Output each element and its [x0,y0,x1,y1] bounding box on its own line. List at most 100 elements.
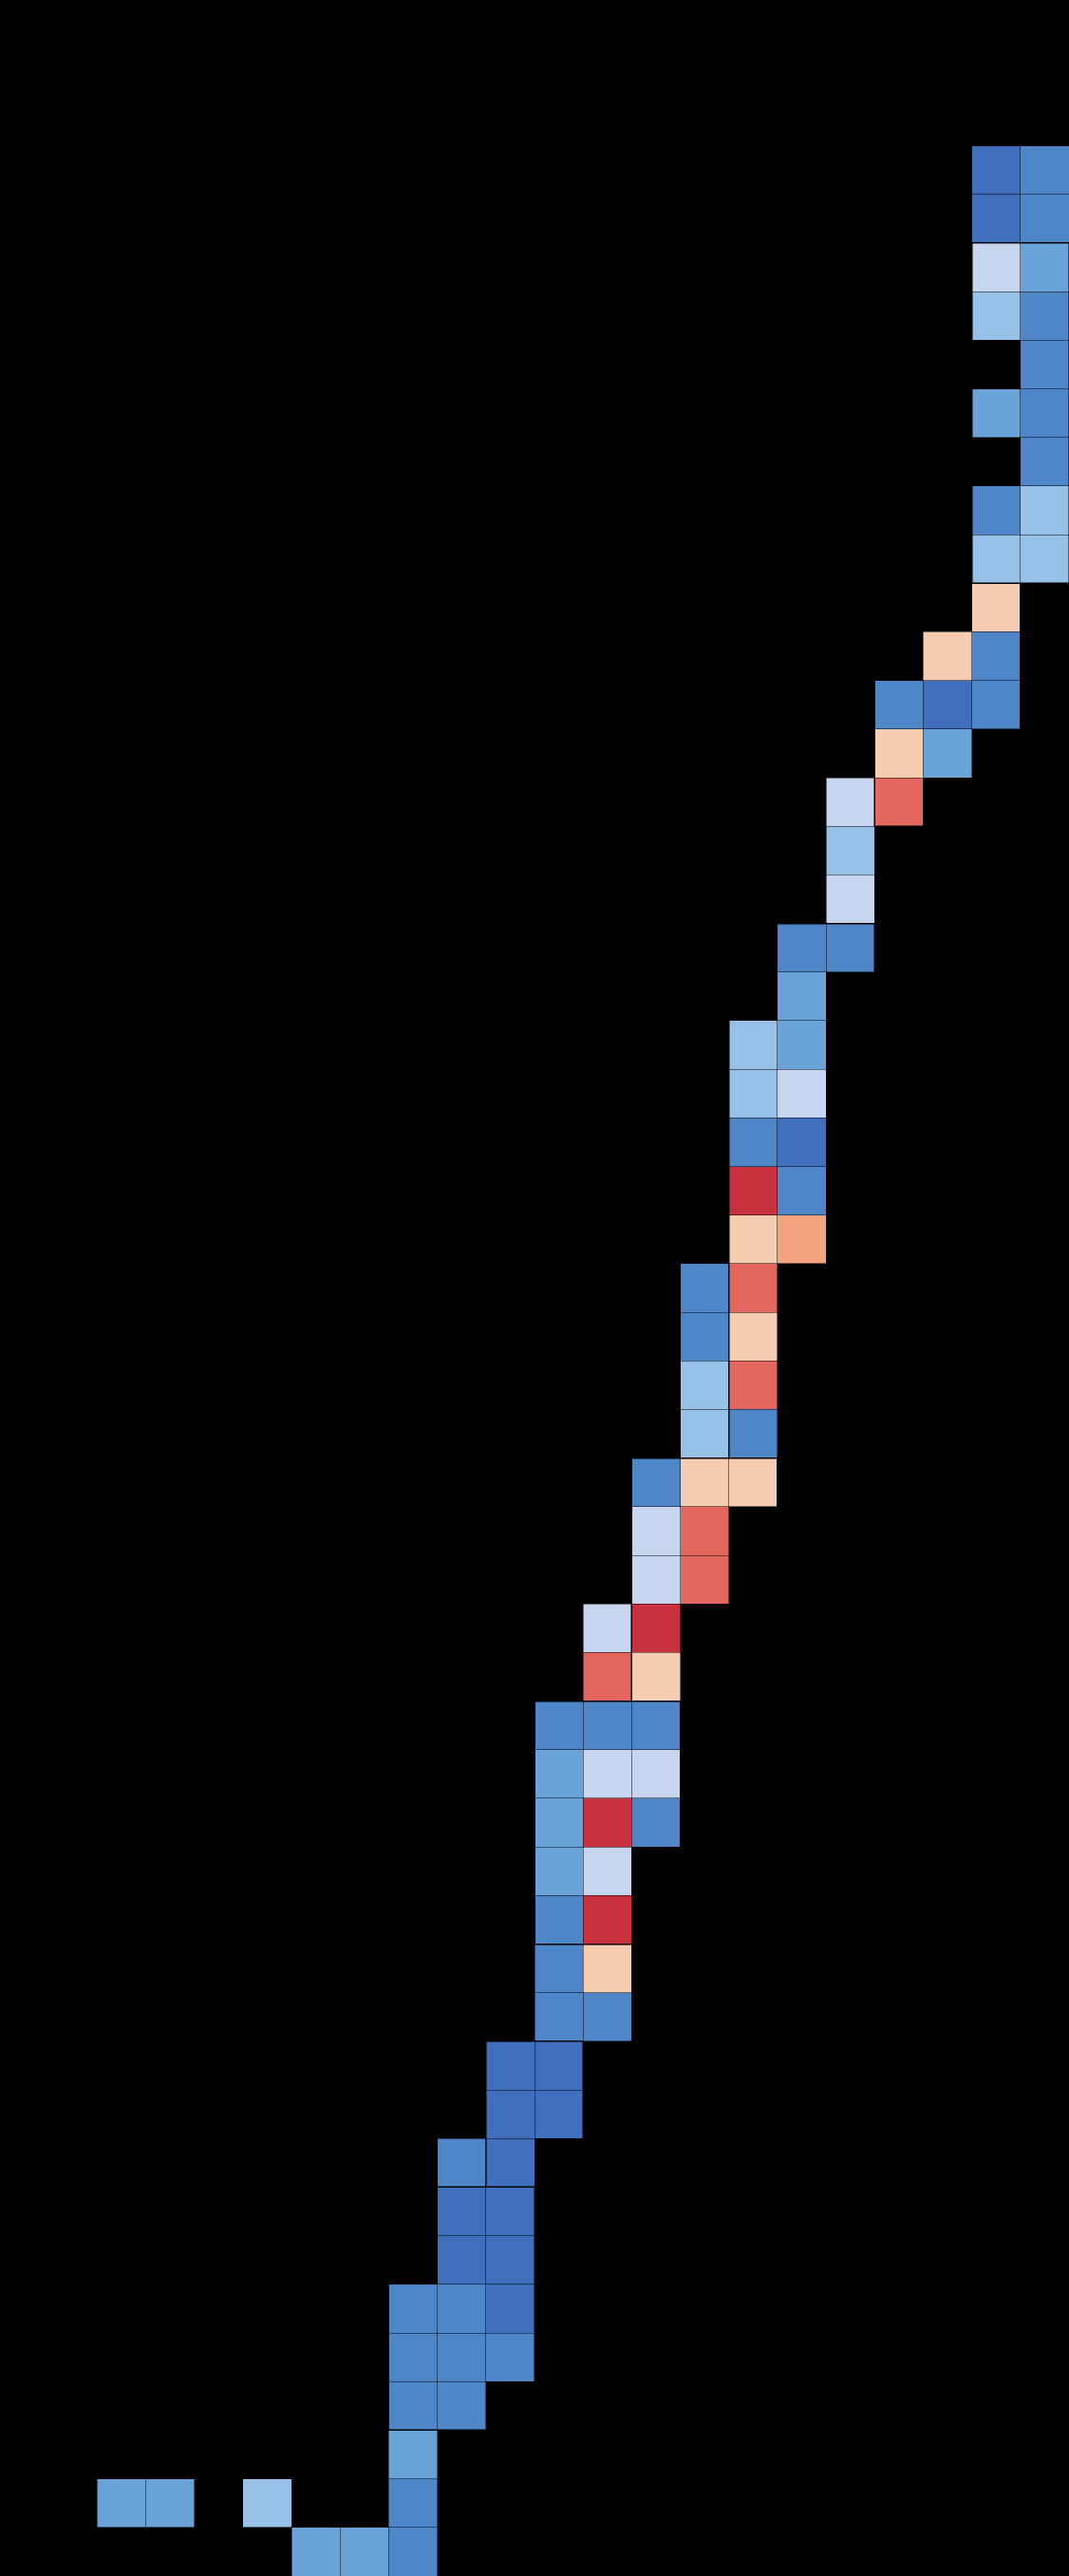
map-tile [971,680,1022,730]
map-tile [534,2040,584,2091]
map-tile [1020,242,1069,292]
map-tile [680,1263,729,1313]
map-tile [388,2478,438,2529]
map-tile [777,1214,827,1265]
map-tile [728,1020,778,1070]
map-tile [825,874,875,924]
tiles-layer [97,145,1069,2576]
map-tile [582,1992,632,2042]
map-tile [1020,485,1069,536]
map-tile [631,1554,681,1605]
map-tile [874,728,924,779]
map-tile [534,1846,584,1896]
map-tile [1020,194,1069,244]
map-tile [388,2332,438,2382]
map-tile [728,1409,778,1458]
map-tile [1020,437,1069,487]
map-tile [680,1554,729,1605]
map-tile [582,1944,632,1993]
map-tile [923,680,972,730]
map-tile [534,1701,584,1751]
map-tile [485,2138,535,2188]
map-tile [1020,534,1069,584]
map-tile [728,1214,778,1265]
map-tile [582,1749,632,1799]
map-tile [97,2478,146,2529]
map-tile [534,1749,584,1799]
map-tile [971,631,1022,681]
map-tile [680,1409,729,1458]
map-tile [485,2040,535,2091]
map-tile [1020,340,1069,389]
map-tile [485,2235,535,2285]
map-tile [728,1311,778,1362]
map-tile [777,1118,827,1167]
map-tile [777,1020,827,1070]
map-tile [631,1457,681,1508]
map-tile [971,194,1022,244]
map-tile [485,2187,535,2236]
map-tile [437,2284,487,2334]
map-tile [437,2381,487,2431]
map-tile [971,291,1022,341]
map-tile [728,1166,778,1215]
map-tile [582,1701,632,1751]
map-tile [777,1068,827,1119]
region-boundary [630,1457,778,1702]
region-boundary [873,582,1022,827]
map-tile [242,2478,292,2529]
map-tile [777,1166,827,1215]
map-tile [1020,291,1069,341]
map-tile [388,2527,438,2576]
map-tile [631,1749,681,1799]
region-boundary [387,2186,535,2432]
map-tile [534,1797,584,1848]
map-tile [680,1361,729,1410]
map-tile [631,1701,681,1751]
map-tile [680,1311,729,1362]
map-tile [971,583,1022,632]
map-tile [728,1118,778,1167]
map-tile [631,1652,681,1702]
map-tile [825,923,875,973]
map-tile [582,1652,632,1702]
map-tile [874,777,924,827]
map-tile [437,2187,487,2236]
map-tile [777,923,827,973]
map-tile [825,777,875,827]
map-tile [971,485,1022,536]
map-tile [485,2284,535,2334]
map-tile [145,2478,195,2529]
map-tile [971,534,1022,584]
map-tile [388,2430,438,2479]
map-tile [485,2089,535,2139]
map-tile [874,680,924,730]
map-tile [534,2089,584,2139]
map-tile [728,1457,778,1508]
map-tile [777,971,827,1022]
map-tile [437,2138,487,2188]
map-tile [437,2235,487,2285]
map-tile [631,1506,681,1556]
map-tile [534,1992,584,2042]
map-tile [534,1944,584,1993]
map-tile [291,2527,341,2576]
map-tile [971,388,1022,438]
map-tile [534,1895,584,1945]
map-tile [680,1506,729,1556]
map-tile [728,1361,778,1410]
map-tile [582,1797,632,1848]
map-tile [631,1797,681,1848]
map-tile [923,631,972,681]
map-tile [437,2332,487,2382]
map-tile [971,242,1022,292]
map-tile [582,1846,632,1896]
map-tile [388,2284,438,2334]
map-tile [582,1603,632,1653]
map-tile [582,1895,632,1945]
region-boundary [727,922,876,1459]
map-tile [923,728,972,779]
map-tile [728,1263,778,1313]
